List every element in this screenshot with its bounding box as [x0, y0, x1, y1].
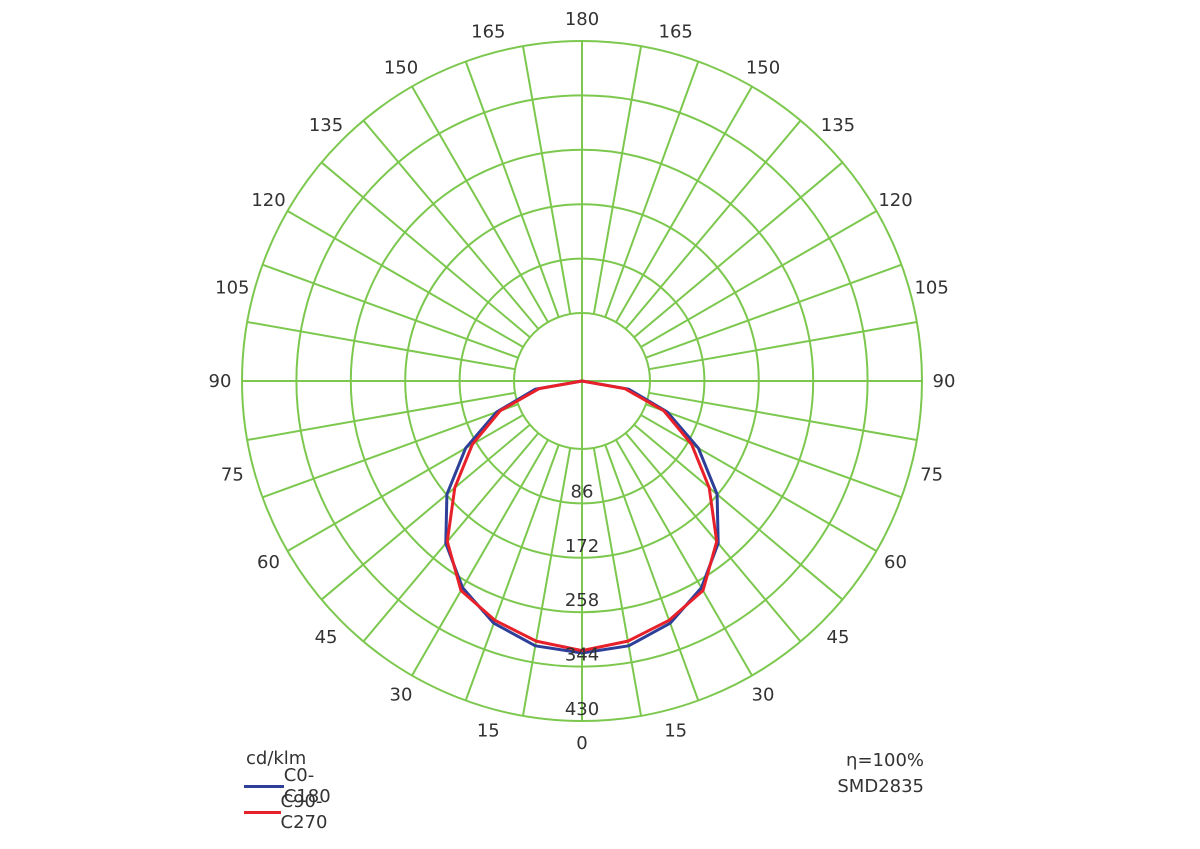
angle-label-left-165: 165	[471, 21, 505, 42]
legend-item-c0-c180: C0-C180	[244, 765, 343, 807]
radial-tick-label-430: 430	[565, 699, 599, 720]
radial-tick-label-172: 172	[565, 536, 599, 557]
chart-notes: η=100% SMD2835	[837, 748, 924, 800]
grid-spoke-170	[592, 45, 643, 315]
angle-label-left-75: 75	[221, 465, 244, 486]
axis-labels: 0 15 30 45 60 75 90 105 120 135 150 165 180 15 30 45 60 7…	[209, 9, 956, 754]
source-note: SMD2835	[837, 776, 924, 797]
legend-label-c90-c270: C90-C270	[280, 791, 328, 833]
angle-label-right-75: 75	[920, 465, 943, 486]
radial-tick-label-344: 344	[565, 645, 599, 666]
angle-label-right-150: 150	[746, 57, 780, 78]
radial-tick-label-86: 86	[571, 481, 594, 502]
angle-label-left-0: 0	[576, 733, 587, 754]
grid-spoke-70	[645, 403, 902, 499]
grid-spoke-250	[262, 263, 519, 359]
angle-label-right-15: 15	[664, 721, 687, 742]
angle-label-left-150: 150	[384, 57, 418, 78]
legend-item-c90-c270: C90-C270	[244, 791, 343, 833]
grid-spoke-300	[287, 414, 524, 552]
grid-spoke-190	[521, 45, 572, 315]
legend-label-c0-c180: C0-C180	[283, 765, 331, 807]
angle-label-left-180: 180	[565, 9, 599, 30]
grid-spoke-140	[624, 119, 802, 330]
angle-label-right-105: 105	[914, 277, 948, 298]
grid-spoke-60	[640, 414, 877, 552]
angle-label-left-120: 120	[251, 190, 285, 211]
angle-label-right-45: 45	[827, 627, 850, 648]
angle-label-right-135: 135	[821, 115, 855, 136]
grid-spoke-80	[648, 391, 918, 442]
angle-label-left-135: 135	[309, 115, 343, 136]
grid-spoke-130	[633, 161, 844, 339]
angle-label-left-105: 105	[215, 277, 249, 298]
grid-spoke-230	[320, 161, 531, 339]
angle-label-right-90: 90	[933, 371, 956, 392]
efficiency-note: η=100%	[846, 750, 924, 771]
grid-spoke-150	[615, 86, 753, 323]
grid-spoke-320	[362, 432, 540, 643]
grid-spoke-40	[624, 432, 802, 643]
grid-spoke-120	[640, 210, 877, 348]
legend-swatch-c0-c180	[244, 784, 284, 788]
grid-spoke-160	[604, 61, 700, 318]
grid-spoke-110	[645, 263, 902, 359]
grid-spoke-330	[411, 439, 549, 676]
grid-spoke-50	[633, 423, 844, 601]
grid-spoke-20	[604, 444, 700, 701]
angle-label-left-30: 30	[390, 685, 413, 706]
grid-spoke-340	[464, 444, 560, 701]
grid-spoke-280	[246, 391, 516, 442]
unit-label: cd/klm	[246, 748, 307, 769]
grid-spoke-290	[262, 403, 519, 499]
grid-spoke-310	[320, 423, 531, 601]
grid-spoke-200	[464, 61, 560, 318]
angle-label-right-120: 120	[878, 190, 912, 211]
intensity-curves	[444, 379, 720, 655]
grid-spoke-220	[362, 119, 540, 330]
angle-label-right-30: 30	[752, 685, 775, 706]
grid-spoke-240	[287, 210, 524, 348]
grid-spoke-10	[592, 447, 643, 717]
angle-label-left-15: 15	[477, 721, 500, 742]
angle-label-left-60: 60	[257, 552, 280, 573]
grid-spoke-100	[648, 320, 918, 371]
polar-grid	[241, 40, 923, 722]
grid-spoke-260	[246, 320, 516, 371]
grid-spoke-30	[615, 439, 753, 676]
grid-spoke-350	[521, 447, 572, 717]
grid-spoke-210	[411, 86, 549, 323]
legend-swatch-c90-c270	[244, 810, 281, 814]
angle-label-right-60: 60	[884, 552, 907, 573]
angle-label-left-90: 90	[209, 371, 232, 392]
angle-label-right-165: 165	[659, 21, 693, 42]
angle-label-left-45: 45	[315, 627, 338, 648]
radial-tick-label-258: 258	[565, 590, 599, 611]
